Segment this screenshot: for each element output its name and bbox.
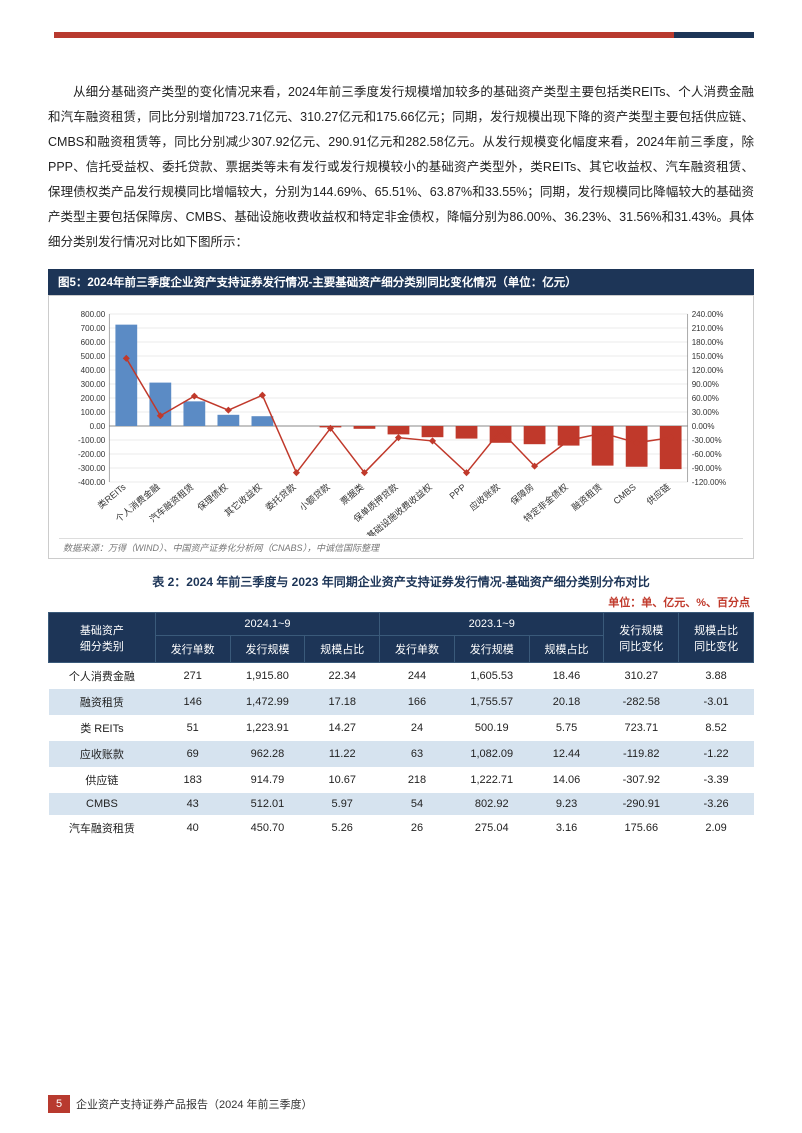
body-paragraph: 从细分基础资产类型的变化情况来看，2024年前三季度发行规模增加较多的基础资产类… bbox=[48, 80, 754, 255]
svg-text:400.00: 400.00 bbox=[81, 366, 106, 375]
page-footer: 5 企业资产支持证券产品报告（2024 年前三季度） bbox=[48, 1095, 754, 1113]
svg-text:300.00: 300.00 bbox=[81, 380, 106, 389]
svg-text:700.00: 700.00 bbox=[81, 324, 106, 333]
svg-text:600.00: 600.00 bbox=[81, 338, 106, 347]
svg-text:-90.00%: -90.00% bbox=[692, 464, 722, 473]
figure5-chart: -400.00 -300.00 -200.00 -100.00 0.00 100.00 20… bbox=[59, 306, 743, 536]
svg-text:90.00%: 90.00% bbox=[692, 380, 719, 389]
svg-text:-200.00: -200.00 bbox=[78, 450, 106, 459]
table-row: 供应链183914.7910.672181,222.7114.06-307.92… bbox=[49, 767, 754, 793]
svg-text:200.00: 200.00 bbox=[81, 394, 106, 403]
svg-text:供应链: 供应链 bbox=[644, 481, 672, 507]
top-accent-bar-navy bbox=[674, 32, 754, 38]
svg-text:-300.00: -300.00 bbox=[78, 464, 106, 473]
footer-text: 企业资产支持证券产品报告（2024 年前三季度） bbox=[76, 1096, 313, 1112]
svg-text:800.00: 800.00 bbox=[81, 310, 106, 319]
svg-text:保障房: 保障房 bbox=[508, 481, 536, 507]
table-row: 个人消费金融2711,915.8022.342441,605.5318.4631… bbox=[49, 663, 754, 690]
svg-text:-60.00%: -60.00% bbox=[692, 450, 722, 459]
table-row: 应收账款69962.2811.22631,082.0912.44-119.82-… bbox=[49, 741, 754, 767]
figure5-title: 图5：2024年前三季度企业资产支持证券发行情况-主要基础资产细分类别同比变化情… bbox=[48, 269, 754, 295]
svg-text:180.00%: 180.00% bbox=[692, 338, 724, 347]
table2: 基础资产细分类别2024.1~92023.1~9发行规模同比变化规模占比同比变化… bbox=[48, 612, 754, 841]
svg-text:-100.00: -100.00 bbox=[78, 436, 106, 445]
svg-text:应收账款: 应收账款 bbox=[467, 481, 502, 513]
top-accent-bar bbox=[54, 32, 754, 38]
svg-text:100.00: 100.00 bbox=[81, 408, 106, 417]
svg-text:240.00%: 240.00% bbox=[692, 310, 724, 319]
table2-unit: 单位：单、亿元、%、百分点 bbox=[48, 594, 750, 610]
svg-text:其它收益权: 其它收益权 bbox=[222, 481, 264, 518]
table-row: 汽车融资租赁40450.705.2626275.043.16175.662.09 bbox=[49, 815, 754, 841]
svg-text:票据类: 票据类 bbox=[338, 481, 366, 507]
table-row: CMBS43512.015.9754802.929.23-290.91-3.26 bbox=[49, 793, 754, 815]
figure5-chart-wrap: -400.00 -300.00 -200.00 -100.00 0.00 100.00 20… bbox=[48, 295, 754, 559]
svg-text:30.00%: 30.00% bbox=[692, 408, 719, 417]
table-row: 融资租赁1461,472.9917.181661,755.5720.18-282… bbox=[49, 689, 754, 715]
svg-text:210.00%: 210.00% bbox=[692, 324, 724, 333]
svg-text:500.00: 500.00 bbox=[81, 352, 106, 361]
svg-text:150.00%: 150.00% bbox=[692, 352, 724, 361]
svg-text:小额贷款: 小额贷款 bbox=[297, 481, 332, 513]
svg-text:120.00%: 120.00% bbox=[692, 366, 724, 375]
svg-text:CMBS: CMBS bbox=[611, 482, 637, 506]
svg-text:-120.00%: -120.00% bbox=[692, 478, 726, 487]
svg-text:融资租赁: 融资租赁 bbox=[569, 481, 604, 513]
page-number: 5 bbox=[48, 1095, 70, 1113]
svg-text:-30.00%: -30.00% bbox=[692, 436, 722, 445]
svg-text:0.00%: 0.00% bbox=[692, 422, 715, 431]
svg-text:委托贷款: 委托贷款 bbox=[263, 481, 298, 513]
svg-text:PPP: PPP bbox=[448, 482, 468, 501]
svg-text:60.00%: 60.00% bbox=[692, 394, 719, 403]
svg-text:保理债权: 保理债权 bbox=[195, 481, 230, 513]
svg-text:0.00: 0.00 bbox=[90, 422, 106, 431]
table-row: 类 REITs511,223.9114.2724500.195.75723.71… bbox=[49, 715, 754, 741]
figure5-source: 数据来源：万得（WIND）、中国资产证券化分析网（CNABS），中诚信国际整理 bbox=[59, 538, 743, 554]
svg-text:-400.00: -400.00 bbox=[78, 478, 106, 487]
table2-title: 表 2：2024 年前三季度与 2023 年同期企业资产支持证券发行情况-基础资… bbox=[48, 573, 754, 590]
